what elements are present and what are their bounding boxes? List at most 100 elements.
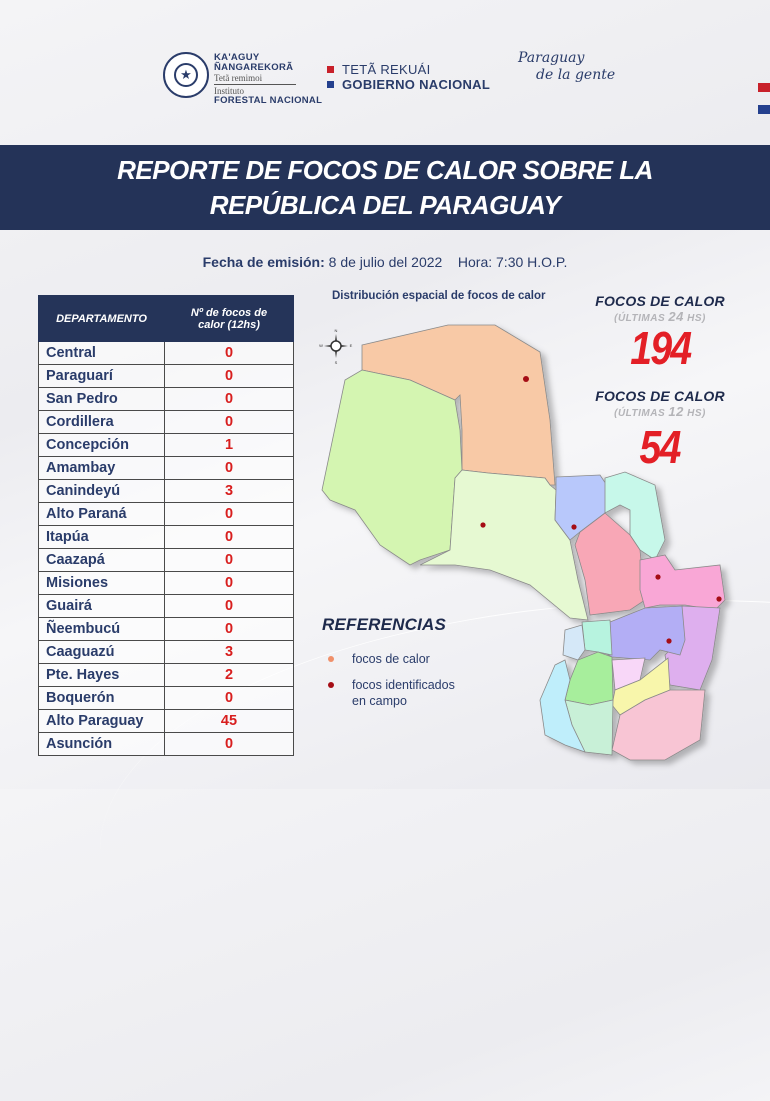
date-value: 8 de julio del 2022: [328, 254, 443, 270]
table-row: Alto Paraguay 45: [38, 709, 294, 733]
paraguay-map: N S W E: [319, 324, 726, 761]
legend-label-line2: en campo: [352, 694, 407, 708]
column-header-department: DEPARTAMENTO: [38, 295, 165, 342]
department-count: 0: [164, 525, 294, 549]
government-logo: TETÃ REKUÁI GOBIERNO NACIONAL: [327, 62, 490, 92]
time-label: Hora:: [457, 254, 493, 270]
title-banner: REPORTE DE FOCOS DE CALOR SOBRE LA REPÚB…: [0, 145, 770, 230]
table-row: Guairá 0: [38, 594, 294, 618]
table-row: Asunción 0: [38, 732, 294, 756]
department-count: 0: [164, 686, 294, 710]
slogan-line2: de la gente: [536, 67, 616, 83]
red-square-icon: [327, 66, 334, 73]
date-label: Fecha de emisión:: [202, 254, 325, 270]
national-seal-logo: ★: [163, 52, 209, 98]
stat-24h: FOCOS DE CALOR (ÚLTIMAS 24 HS) 194: [580, 293, 740, 372]
flag-red-mark: [758, 83, 770, 92]
stat-value: 54: [639, 421, 682, 473]
fire-dot: [655, 574, 661, 580]
stat-heading: FOCOS DE CALOR: [595, 388, 725, 404]
department-name: Caazapá: [38, 548, 165, 572]
fire-dot: [523, 376, 529, 382]
department-count: 0: [164, 571, 294, 595]
fire-dot: [666, 638, 672, 644]
department-name: Concepción: [38, 433, 165, 457]
department-count: 3: [164, 479, 294, 503]
table-row: Misiones 0: [38, 571, 294, 595]
table-row: Canindeyú 3: [38, 479, 294, 503]
region-neembucu: [539, 659, 586, 753]
fire-dot: [571, 524, 577, 530]
column-header-count-line2: calor (12hs): [198, 318, 260, 331]
stat-subheading: (ÚLTIMAS 24 HS): [614, 309, 706, 324]
legend-item-hotspot: focos de calor: [328, 651, 430, 667]
emission-date: Fecha de emisión: 8 de julio del 2022 Ho…: [0, 254, 770, 270]
department-name: Central: [38, 341, 165, 365]
legend-title: REFERENCIAS: [322, 615, 447, 634]
department-name: Alto Paraná: [38, 502, 165, 526]
table-row: Caazapá 0: [38, 548, 294, 572]
header-logos: ★ KA'AGUY ÑANGAREKORÃ Tetã remimoi Insti…: [0, 40, 770, 120]
table-row: Boquerón 0: [38, 686, 294, 710]
stat-12h: FOCOS DE CALOR (ÚLTIMAS 12 HS) 54: [580, 388, 740, 471]
department-name: Cordillera: [38, 410, 165, 434]
departments-table: DEPARTAMENTO Nº de focos de calor (12hs)…: [38, 295, 294, 756]
region-boqueron: [321, 369, 463, 566]
flag-blue-mark: [758, 105, 770, 114]
legend-label-line1: focos identificados: [352, 678, 455, 692]
institution-line2: ÑANGAREKORÃ: [214, 62, 294, 73]
department-name: Guairá: [38, 594, 165, 618]
table-row: Central 0: [38, 341, 294, 365]
institution-line3: Tetã remimoi: [214, 73, 263, 83]
page-title-line1: REPORTE DE FOCOS DE CALOR SOBRE LA: [117, 155, 653, 185]
table-row: Amambay 0: [38, 456, 294, 480]
department-name: Itapúa: [38, 525, 165, 549]
department-name: Ñeembucú: [38, 617, 165, 641]
department-name: Alto Paraguay: [38, 709, 165, 733]
stat-heading: FOCOS DE CALOR: [595, 293, 725, 309]
region-central: [562, 624, 586, 661]
department-name: Asunción: [38, 732, 165, 756]
region-itapua: [611, 689, 706, 761]
column-header-count-line1: Nº de focos de: [190, 306, 268, 319]
department-count: 0: [164, 502, 294, 526]
government-line1: TETÃ REKUÁI: [342, 62, 431, 77]
region-san-pedro: [574, 512, 646, 616]
department-name: Pte. Hayes: [38, 663, 165, 687]
department-count: 0: [164, 387, 294, 411]
department-name: Paraguarí: [38, 364, 165, 388]
institution-logo: KA'AGUY ÑANGAREKORÃ Tetã remimoi Institu…: [214, 53, 322, 106]
table-row: Concepción 1: [38, 433, 294, 457]
compass-icon: N S W E: [319, 328, 353, 365]
stat-subheading: (ÚLTIMAS 12 HS): [614, 404, 706, 419]
department-name: Boquerón: [38, 686, 165, 710]
department-count: 0: [164, 456, 294, 480]
svg-text:E: E: [350, 343, 353, 348]
region-paraguari: [564, 651, 614, 706]
department-count: 0: [164, 594, 294, 618]
table-row: Cordillera 0: [38, 410, 294, 434]
svg-text:N: N: [335, 328, 338, 333]
orange-dot-icon: [328, 656, 334, 662]
department-count: 3: [164, 640, 294, 664]
department-name: Misiones: [38, 571, 165, 595]
department-name: Canindeyú: [38, 479, 165, 503]
table-row: Alto Paraná 0: [38, 502, 294, 526]
department-count: 0: [164, 732, 294, 756]
institution-line1: KA'AGUY: [214, 52, 260, 63]
fire-dot: [480, 522, 486, 528]
department-count: 45: [164, 709, 294, 733]
department-name: Amambay: [38, 456, 165, 480]
fire-dot: [716, 596, 722, 602]
region-cordillera: [581, 619, 613, 656]
table-row: Caaguazú 3: [38, 640, 294, 664]
table-row: Itapúa 0: [38, 525, 294, 549]
region-canindeyu: [639, 554, 726, 611]
divider: [214, 84, 296, 85]
department-count: 1: [164, 433, 294, 457]
table-row: San Pedro 0: [38, 387, 294, 411]
table-row: Paraguarí 0: [38, 364, 294, 388]
table-row: Pte. Hayes 2: [38, 663, 294, 687]
map-title: Distribución espacial de focos de calor: [332, 290, 546, 302]
star-icon: ★: [180, 67, 192, 82]
